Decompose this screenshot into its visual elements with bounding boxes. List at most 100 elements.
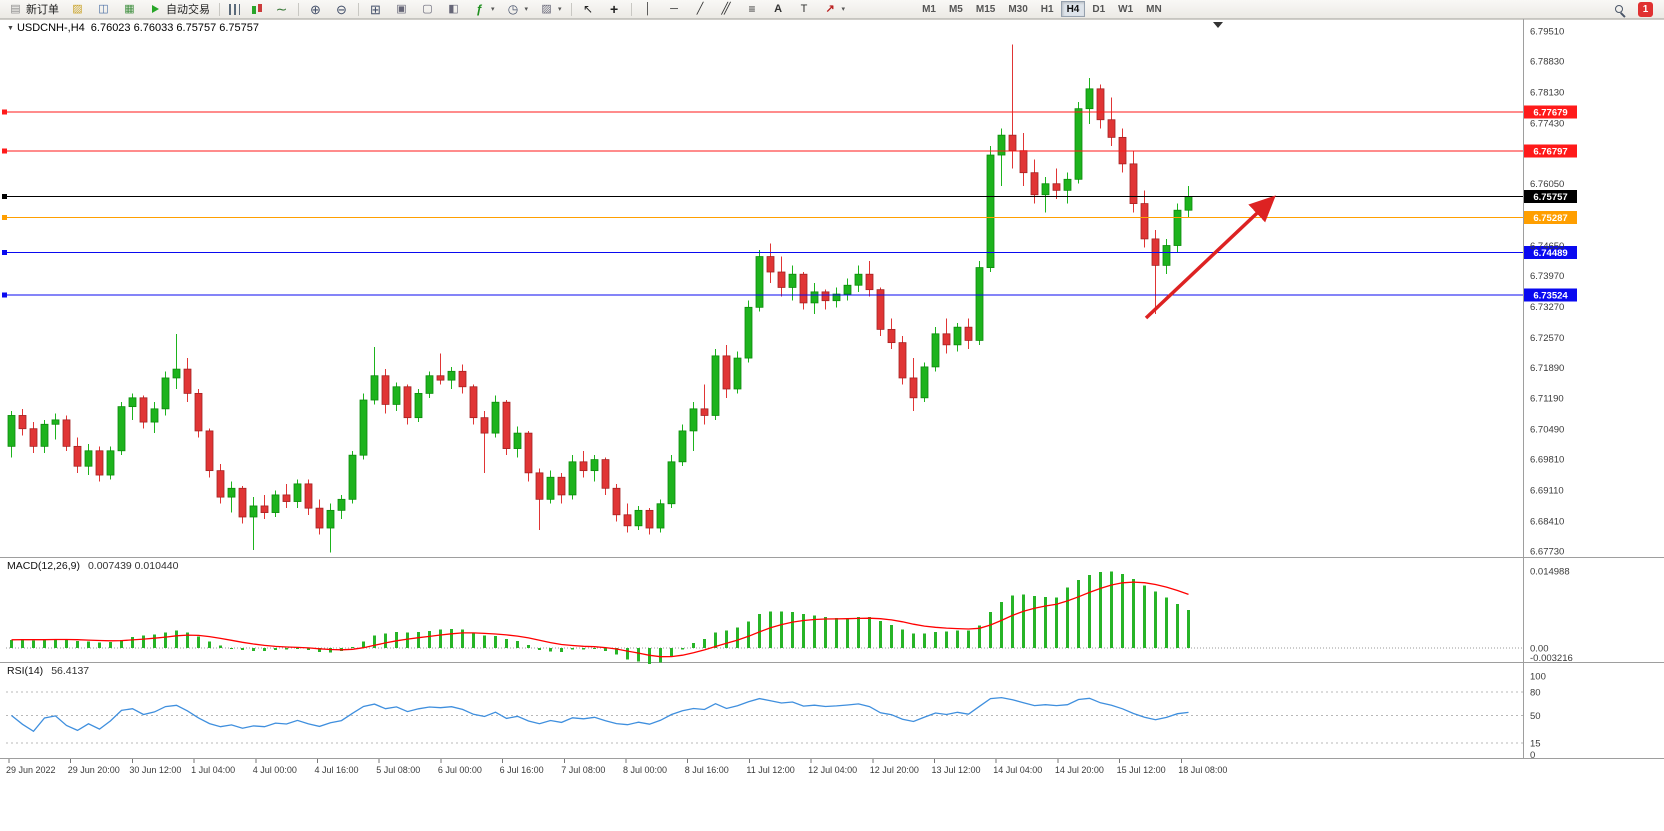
candlestick: [1107, 119, 1116, 138]
candlestick: [436, 375, 445, 381]
zoom-in-button[interactable]: [303, 1, 328, 18]
macd-layer: [10, 571, 1190, 664]
macd-histogram-bar: [967, 630, 970, 648]
fibonacci-button[interactable]: [740, 1, 765, 18]
time-axis-label: 14 Jul 20:00: [1055, 765, 1104, 775]
price-axis-badge[interactable]: [1524, 246, 1577, 260]
text-label-button[interactable]: [792, 1, 817, 18]
line-handle[interactable]: [2, 194, 7, 200]
macd-histogram-bar: [54, 638, 57, 648]
macd-histogram-bar: [659, 648, 662, 663]
macd-histogram-bar: [109, 641, 112, 648]
tile-vertical-button[interactable]: [441, 1, 466, 18]
crosshair-icon: [607, 2, 622, 16]
candlestick: [194, 392, 203, 432]
search-button[interactable]: [1610, 1, 1631, 18]
metaeditor-button[interactable]: [65, 1, 90, 18]
trend-arrow[interactable]: [1144, 195, 1276, 320]
candlestick: [260, 505, 269, 513]
crosshair-button[interactable]: [602, 1, 627, 18]
macd-histogram-bar: [890, 624, 893, 648]
line-handle[interactable]: [2, 214, 7, 220]
candlestick: [634, 509, 643, 527]
vertical-line-icon: [641, 2, 656, 16]
time-axis-label: 6 Jul 00:00: [438, 765, 482, 775]
indicators-button[interactable]: ▾: [467, 1, 500, 18]
macd-histogram-bar: [813, 615, 816, 648]
timeframe-button-m30[interactable]: M30: [1002, 1, 1033, 17]
candlestick: [546, 476, 555, 500]
price-badge-label: 6.76797: [1533, 146, 1567, 157]
chart-canvas[interactable]: 6.77679 6.76797 6.75757 6.75287 6.74489 6.735…: [0, 19, 1664, 831]
macd-histogram-bar: [923, 633, 926, 648]
chart-shift-marker[interactable]: [1213, 22, 1223, 28]
price-axis[interactable]: 6.77679 6.76797 6.75757 6.75287 6.74489 6.735…: [1524, 27, 1577, 762]
candlestick: [227, 487, 236, 498]
line-handle[interactable]: [2, 148, 7, 154]
time-axis-label: 7 Jul 08:00: [561, 765, 605, 775]
periods-button[interactable]: ▾: [501, 1, 534, 18]
macd-histogram-bar: [1033, 596, 1036, 648]
cursor-button[interactable]: [576, 1, 601, 18]
price-axis-badge[interactable]: [1524, 288, 1577, 302]
price-axis-badge[interactable]: [1524, 210, 1577, 224]
timeframe-button-mn[interactable]: MN: [1140, 1, 1168, 17]
candlestick: [898, 342, 907, 379]
macd-histogram-bar: [252, 648, 255, 652]
macd-scale-max: 0.014988: [1530, 567, 1570, 578]
horizontal-line-button[interactable]: [662, 1, 687, 18]
timeframe-button-w1[interactable]: W1: [1112, 1, 1139, 17]
candlestick: [843, 284, 852, 295]
toolbar-separator: [630, 2, 632, 16]
timeframe-button-d1[interactable]: D1: [1086, 1, 1111, 17]
candlestick: [304, 483, 313, 509]
time-axis-label: 12 Jul 04:00: [808, 765, 857, 775]
autotrading-button[interactable]: 自动交易: [143, 1, 215, 18]
tile-windows-button[interactable]: [363, 1, 388, 18]
data-window-button[interactable]: [91, 1, 116, 18]
macd-histogram-bar: [373, 635, 376, 648]
bar-chart-button[interactable]: [224, 1, 245, 18]
candlestick: [766, 256, 775, 273]
price-axis-label: 6.74650: [1530, 241, 1564, 252]
tile-horizontal-button[interactable]: [415, 1, 440, 18]
timeframe-button-m1[interactable]: M1: [916, 1, 942, 17]
timeframe-button-h1[interactable]: H1: [1035, 1, 1060, 17]
timeframe-button-m5[interactable]: M5: [943, 1, 969, 17]
price-axis-label: 6.71890: [1530, 363, 1564, 374]
macd-histogram-bar: [538, 648, 541, 651]
new-order-button[interactable]: 新订单: [3, 1, 64, 18]
price-axis-badge[interactable]: [1524, 190, 1577, 204]
candlestick: [293, 483, 302, 502]
macd-histogram-bar: [362, 641, 365, 648]
line-chart-button[interactable]: [269, 1, 294, 18]
terminal-button[interactable]: [117, 1, 142, 18]
time-axis-label: 29 Jun 20:00: [68, 765, 120, 775]
macd-histogram-bar: [670, 648, 673, 657]
timeframe-button-h4[interactable]: H4: [1060, 1, 1086, 17]
price-axis-badge[interactable]: [1524, 144, 1577, 158]
line-handle[interactable]: [2, 250, 7, 256]
time-axis-label: 11 Jul 12:00: [746, 765, 794, 775]
trendline-button[interactable]: [688, 1, 713, 18]
notification-badge[interactable]: 1: [1638, 1, 1653, 17]
candlestick: [810, 291, 819, 304]
zoom-out-button[interactable]: [329, 1, 354, 18]
line-handle[interactable]: [2, 292, 7, 298]
cascade-windows-button[interactable]: [389, 1, 414, 18]
channel-button[interactable]: [714, 1, 739, 18]
macd-histogram-bar: [230, 648, 233, 649]
timeframe-button-m15[interactable]: M15: [970, 1, 1001, 17]
candlestick: [755, 256, 764, 308]
candlestick-chart-button[interactable]: [246, 1, 268, 18]
vertical-line-button[interactable]: [636, 1, 661, 18]
line-handle[interactable]: [2, 109, 7, 115]
price-axis-badge[interactable]: [1524, 105, 1577, 119]
text-tool-button[interactable]: [766, 1, 791, 18]
templates-button[interactable]: ▾: [534, 1, 567, 18]
toolbar-right-group: 1: [1610, 1, 1661, 18]
time-axis[interactable]: 29 Jun 2022 29 Jun 20:00 30 Jun 12:00 1 Jul…: [6, 759, 1227, 775]
arrows-tool-button[interactable]: ▾: [818, 1, 851, 18]
candlestick: [62, 419, 71, 447]
macd-histogram-bar: [703, 638, 706, 648]
